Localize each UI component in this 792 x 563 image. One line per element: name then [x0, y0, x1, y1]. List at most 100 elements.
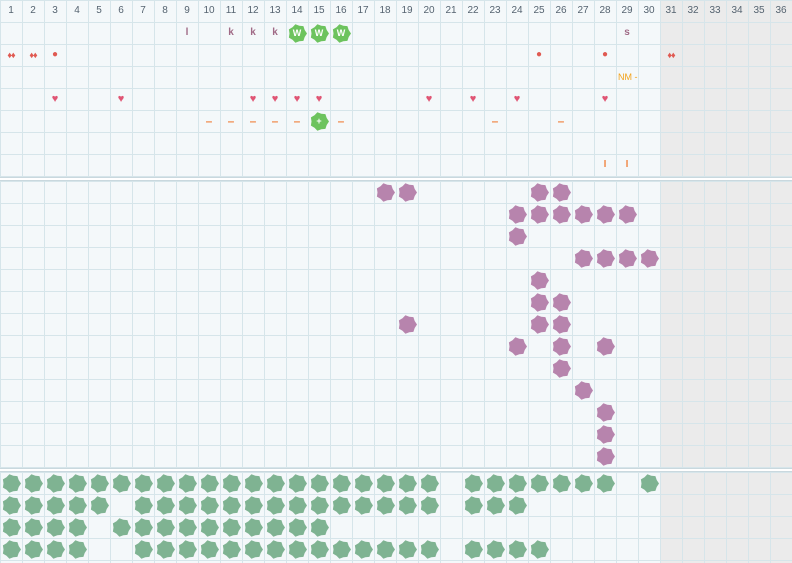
- dash-mark[interactable]: –: [557, 114, 565, 128]
- green-mark: [464, 496, 483, 515]
- green-mark: [266, 518, 285, 537]
- purple-mark: [574, 381, 593, 400]
- dot-icon[interactable]: ●: [51, 49, 59, 60]
- letter-mark[interactable]: l: [185, 27, 189, 38]
- green-mark: [420, 540, 439, 559]
- green-mark: [288, 474, 307, 493]
- purple-mark: [552, 205, 571, 224]
- sticker-mark[interactable]: W: [292, 27, 302, 38]
- green-mark: [178, 496, 197, 515]
- letter-mark[interactable]: k: [228, 27, 234, 38]
- green-mark: [24, 496, 43, 515]
- letter-mark[interactable]: k: [272, 27, 278, 38]
- heart-icon[interactable]: ♥: [425, 92, 433, 105]
- dot-icon[interactable]: ●: [601, 49, 609, 60]
- day-number: 24: [511, 5, 523, 16]
- purple-mark: [596, 403, 615, 422]
- day-number: 33: [709, 5, 721, 16]
- tick-mark[interactable]: I: [625, 159, 629, 170]
- sticker-mark[interactable]: W: [336, 27, 346, 38]
- day-number: 15: [313, 5, 325, 16]
- green-mark: [200, 518, 219, 537]
- purple-mark: [552, 337, 571, 356]
- green-mark: [332, 474, 351, 493]
- green-mark: [222, 496, 241, 515]
- green-mark: [68, 540, 87, 559]
- day-number: 19: [401, 5, 413, 16]
- green-mark: [332, 496, 351, 515]
- purple-mark: [552, 183, 571, 202]
- green-mark: [2, 518, 22, 537]
- green-mark: [530, 540, 549, 559]
- heart-icon[interactable]: ♥: [513, 92, 521, 105]
- sticker-mark[interactable]: W: [314, 27, 324, 38]
- green-mark: [398, 540, 417, 559]
- drops-icon[interactable]: ♦♦: [29, 49, 37, 60]
- day-number: 31: [665, 5, 677, 16]
- heart-icon[interactable]: ♥: [469, 92, 477, 105]
- day-number: 9: [184, 5, 190, 16]
- dash-mark[interactable]: –: [249, 114, 257, 128]
- heart-icon[interactable]: ♥: [51, 92, 59, 105]
- purple-mark: [530, 293, 549, 312]
- green-mark: [46, 518, 65, 537]
- purple-mark: [530, 271, 549, 290]
- heart-icon[interactable]: ♥: [117, 92, 125, 105]
- sticker-mark[interactable]: +: [316, 115, 322, 126]
- green-mark: [68, 474, 87, 493]
- purple-mark: [530, 205, 549, 224]
- day-number: 12: [247, 5, 259, 16]
- tick-mark[interactable]: I: [603, 159, 607, 170]
- dash-mark[interactable]: –: [271, 114, 279, 128]
- green-mark: [90, 474, 109, 493]
- dash-mark[interactable]: –: [337, 114, 345, 128]
- letter-mark[interactable]: s: [624, 27, 630, 38]
- green-mark: [376, 540, 395, 559]
- letter-mark[interactable]: k: [250, 27, 256, 38]
- green-mark: [288, 496, 307, 515]
- green-mark: [46, 496, 65, 515]
- green-mark: [46, 540, 65, 559]
- dot-icon[interactable]: ●: [535, 49, 543, 60]
- green-mark: [24, 540, 43, 559]
- green-mark: [640, 474, 659, 493]
- day-number: 8: [162, 5, 168, 16]
- purple-mark: [596, 337, 615, 356]
- heart-icon[interactable]: ♥: [249, 92, 257, 105]
- heart-icon[interactable]: ♥: [271, 92, 279, 105]
- day-number: 11: [225, 5, 237, 16]
- green-sticker: [332, 24, 351, 43]
- green-mark: [596, 474, 615, 493]
- green-mark: [68, 496, 87, 515]
- dash-mark[interactable]: –: [227, 114, 235, 128]
- heart-icon[interactable]: ♥: [601, 92, 609, 105]
- day-number: 16: [335, 5, 347, 16]
- green-mark: [486, 540, 505, 559]
- purple-mark: [530, 183, 549, 202]
- green-mark: [24, 474, 43, 493]
- day-number: 17: [357, 5, 369, 16]
- green-mark: [420, 474, 439, 493]
- dash-mark[interactable]: –: [205, 114, 213, 128]
- green-mark: [376, 496, 395, 515]
- purple-mark: [530, 315, 549, 334]
- dash-mark[interactable]: –: [293, 114, 301, 128]
- green-mark: [574, 474, 593, 493]
- note-mark[interactable]: NM -: [618, 71, 638, 82]
- drops-icon[interactable]: ♦♦: [7, 49, 15, 60]
- green-mark: [398, 496, 417, 515]
- green-mark: [310, 540, 329, 559]
- drops-icon[interactable]: ♦♦: [667, 49, 675, 60]
- green-mark: [508, 474, 527, 493]
- day-number: 20: [423, 5, 435, 16]
- day-number: 5: [96, 5, 102, 16]
- purple-mark: [596, 205, 615, 224]
- green-mark: [464, 540, 483, 559]
- heart-icon[interactable]: ♥: [293, 92, 301, 105]
- dash-mark[interactable]: –: [491, 114, 499, 128]
- heart-icon[interactable]: ♥: [315, 92, 323, 105]
